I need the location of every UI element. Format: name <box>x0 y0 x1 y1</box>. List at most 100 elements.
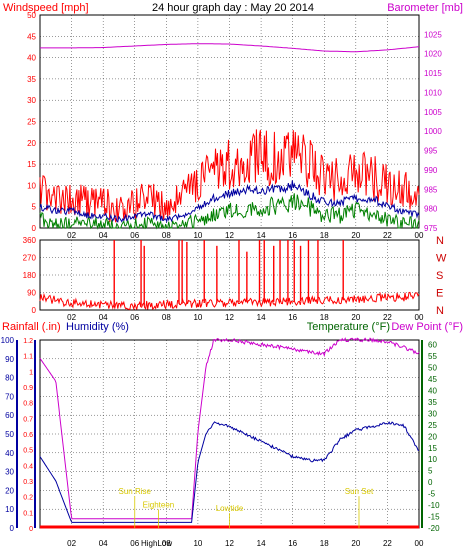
hour-tick-label: 16 <box>288 231 297 240</box>
windspeed-tick-label: 0 <box>32 224 37 233</box>
hour-tick-label: 04 <box>99 231 108 240</box>
hour-tick-label: 00 <box>415 231 424 240</box>
windspeed-tick-label: 35 <box>27 75 36 84</box>
annotation-label: Sun Rise <box>119 487 152 496</box>
temperature-axis-title: Temperature (°F) <box>307 321 390 333</box>
barometer-tick-label: 985 <box>424 185 438 194</box>
temperature-tick-label: 30 <box>428 409 437 418</box>
rainfall-tick-labels: 0 0.1 0.2 0.3 0.4 0.5 0.6 0.7 0.8 0.9 1 1.1 1.2 <box>23 338 36 533</box>
humidity-tick-label: 10 <box>5 505 14 514</box>
hour-tick-label: 14 <box>257 231 266 240</box>
humidity-tick-label: 20 <box>5 486 14 495</box>
hour-tick-label: 22 <box>383 231 392 240</box>
hour-tick-label: 20 <box>351 313 360 322</box>
hour-tick-label: 12 <box>225 313 234 322</box>
humidity-temperature-panel: 0 0.1 0.2 0.3 0.4 0.5 0.6 0.7 0.8 0.9 1 1.1 1.2 0 10 2… <box>1 336 440 548</box>
rainfall-tick-label: 0.9 <box>23 385 33 392</box>
hour-tick-label: 06 <box>130 539 139 548</box>
hour-tick-label: 10 <box>193 313 202 322</box>
hour-tick-label: 02 <box>67 313 76 322</box>
hour-tick-label: 04 <box>99 539 108 548</box>
barometer-tick-label: 1000 <box>424 127 442 136</box>
annotation-label: HighLow <box>141 539 172 548</box>
windspeed-tick-label: 45 <box>27 32 36 41</box>
rainfall-tick-label: 0.6 <box>23 432 33 439</box>
wind-baro-grid <box>40 15 420 228</box>
dewpoint-axis-title: Dew Point (°F) <box>391 321 463 333</box>
temperature-tick-label: 0 <box>428 478 433 487</box>
hour-tick-label: 16 <box>288 539 297 548</box>
humidity-line <box>39 421 420 523</box>
temperature-tick-label: -5 <box>428 490 436 499</box>
temperature-tick-label: 50 <box>428 364 437 373</box>
rainfall-tick-label: 0.8 <box>23 401 33 408</box>
hour-tick-label: 20 <box>351 231 360 240</box>
barometer-tick-label: 1025 <box>424 30 442 39</box>
temperature-line <box>39 337 420 520</box>
rainfall-tick-label: 0.5 <box>23 448 33 455</box>
temperature-tick-label: 20 <box>428 432 437 441</box>
wind-minimum-line <box>39 193 420 230</box>
wind-baro-series <box>39 43 420 230</box>
rainfall-tick-label: 0.1 <box>23 510 33 517</box>
wind-direction-tick-label: 270 <box>23 254 37 263</box>
rainfall-tick-label: 0.7 <box>23 416 33 423</box>
windspeed-tick-label: 40 <box>27 54 36 63</box>
windspeed-tick-label: 20 <box>27 139 36 148</box>
humidity-tick-label: 100 <box>1 336 15 345</box>
temperature-tick-label: 55 <box>428 352 437 361</box>
compass-label: N <box>436 305 444 317</box>
temperature-tick-label: 60 <box>428 341 437 350</box>
wind-gust-line <box>39 129 420 223</box>
humidity-tick-label: 90 <box>5 355 14 364</box>
temperature-tick-labels: -20 -15 -10 -5 0 5 10 15 20 25 30 35 40 45 50 55 60 <box>421 340 440 533</box>
temperature-tick-label: -20 <box>428 524 440 533</box>
rainfall-tick-label: 0.4 <box>23 463 33 470</box>
hour-tick-label: 20 <box>351 539 360 548</box>
humidity-tick-label: 80 <box>5 374 14 383</box>
compass-label: N <box>436 235 444 247</box>
rainfall-tick-label: 1.2 <box>23 338 33 345</box>
rainfall-tick-label: 0.3 <box>23 479 33 486</box>
wind-direction-tick-label: 90 <box>27 289 36 298</box>
barometer-tick-label: 1015 <box>424 69 442 78</box>
barometer-tick-label: 995 <box>424 147 438 156</box>
hour-tick-label: 02 <box>67 539 76 548</box>
windspeed-tick-label: 10 <box>27 181 36 190</box>
rainfall-tick-label: 1.1 <box>23 354 33 361</box>
hour-tick-label: 18 <box>320 539 329 548</box>
humidity-tick-label: 30 <box>5 468 14 477</box>
barometer-tick-label: 990 <box>424 166 438 175</box>
wind-direction-series <box>39 240 420 311</box>
temperature-tick-label: 35 <box>428 398 437 407</box>
barometer-tick-label: 1010 <box>424 88 442 97</box>
rainfall-axis-title: Rainfall (.in) <box>2 321 61 333</box>
temperature-tick-label: 40 <box>428 386 437 395</box>
annotation-label: Lowtide <box>216 504 244 513</box>
compass-label: E <box>436 288 443 300</box>
compass-label: W <box>436 253 447 265</box>
wind-direction-tick-labels: 0 90 180 270 360 <box>23 236 37 315</box>
annotation-label: Sun Set <box>345 487 374 496</box>
barometer-tick-label: 980 <box>424 205 438 214</box>
humidity-temperature-hour-labels: 02 04 06 08 10 12 14 16 18 20 22 00 <box>67 539 424 548</box>
compass-label: S <box>436 270 443 282</box>
barometer-tick-label: 1005 <box>424 108 442 117</box>
temperature-tick-label: 25 <box>428 421 437 430</box>
hour-tick-label: 18 <box>320 313 329 322</box>
hour-tick-label: 22 <box>383 313 392 322</box>
temperature-tick-label: 45 <box>428 375 437 384</box>
wind-direction-line <box>39 291 420 311</box>
rainfall-tick-label: 0.2 <box>23 495 33 502</box>
hour-tick-label: 10 <box>193 539 202 548</box>
graph-title: 24 hour graph day : May 20 2014 <box>152 2 314 14</box>
wind-direction-tick-label: 0 <box>32 306 37 315</box>
barometer-tick-labels: 975 980 985 990 995 1000 1005 1010 1015 1020 1025 <box>424 30 442 233</box>
humidity-temperature-grid <box>40 340 420 528</box>
temperature-tick-label: -15 <box>428 513 440 522</box>
hour-tick-label: 14 <box>257 313 266 322</box>
barometer-tick-label: 975 <box>424 224 438 233</box>
